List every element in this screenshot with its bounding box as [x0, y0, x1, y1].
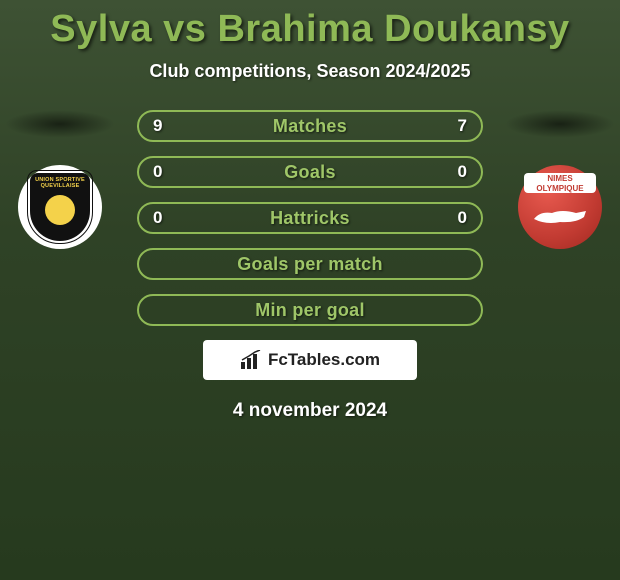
- stat-row-goals-per-match: Goals per match: [137, 248, 483, 280]
- stat-rows: 9 Matches 7 0 Goals 0 0 Hattricks 0 Goal…: [137, 110, 483, 326]
- subtitle: Club competitions, Season 2024/2025: [0, 61, 620, 82]
- stat-label: Min per goal: [255, 300, 365, 321]
- stat-row-matches: 9 Matches 7: [137, 110, 483, 142]
- chart-icon: [240, 350, 262, 370]
- team-badge-right: NIMES OLYMPIQUE: [518, 165, 602, 249]
- shadow-left: [5, 110, 115, 138]
- stat-label: Goals: [284, 162, 336, 183]
- stat-row-hattricks: 0 Hattricks 0: [137, 202, 483, 234]
- stat-left-value: 9: [153, 116, 162, 136]
- brand-text: FcTables.com: [268, 350, 380, 370]
- stat-right-value: 0: [458, 208, 467, 228]
- stat-left-value: 0: [153, 162, 162, 182]
- page-title: Sylva vs Brahima Doukansy: [0, 0, 620, 51]
- badge-right-line1: NIMES: [547, 174, 572, 183]
- date-label: 4 november 2024: [0, 400, 620, 422]
- stat-row-goals: 0 Goals 0: [137, 156, 483, 188]
- badge-right-banner: NIMES OLYMPIQUE: [524, 173, 596, 193]
- stat-label: Hattricks: [270, 208, 350, 229]
- stat-left-value: 0: [153, 208, 162, 228]
- team-badge-left: UNION SPORTIVE QUEVILLAISE: [18, 165, 102, 249]
- stat-label: Goals per match: [237, 254, 383, 275]
- brand-box[interactable]: FcTables.com: [203, 340, 417, 380]
- badge-left-circle: [45, 195, 75, 225]
- comparison-panel: UNION SPORTIVE QUEVILLAISE NIMES OLYMPIQ…: [0, 110, 620, 422]
- stat-label: Matches: [273, 116, 347, 137]
- stat-right-value: 0: [458, 162, 467, 182]
- badge-right-line2: OLYMPIQUE: [536, 184, 583, 193]
- shadow-right: [505, 110, 615, 138]
- stat-right-value: 7: [458, 116, 467, 136]
- badge-left-text: UNION SPORTIVE QUEVILLAISE: [30, 177, 90, 189]
- stat-row-min-per-goal: Min per goal: [137, 294, 483, 326]
- badge-left-shield: UNION SPORTIVE QUEVILLAISE: [30, 173, 90, 241]
- crocodile-icon: [532, 205, 588, 227]
